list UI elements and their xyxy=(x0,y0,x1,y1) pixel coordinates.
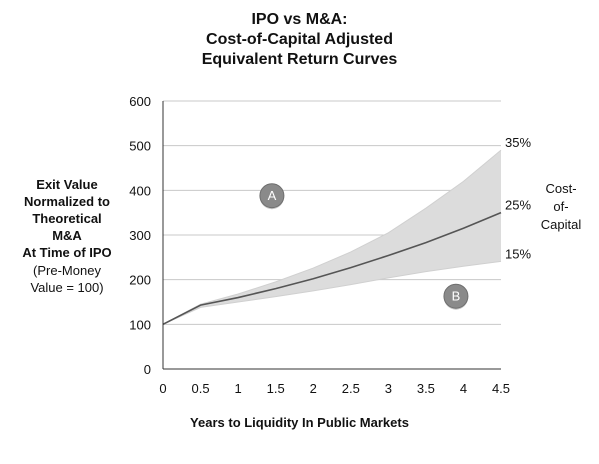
x-tick-label-0.5: 0.5 xyxy=(192,381,210,396)
right-label-line-3: Capital xyxy=(540,217,582,232)
x-tick-label-0: 0 xyxy=(159,381,166,396)
x-tick-label-1: 1 xyxy=(234,381,241,396)
annotation-label-A: A xyxy=(268,188,277,203)
right-label-line-1: Cost- xyxy=(545,181,577,196)
series-line-15% xyxy=(162,260,502,325)
y-axis-label-line-4: M&A xyxy=(52,228,82,243)
series-label-35%: 35% xyxy=(505,135,531,150)
y-tick-label-500: 500 xyxy=(129,139,151,154)
x-tick-label-1.5: 1.5 xyxy=(267,381,285,396)
x-tick-label-2: 2 xyxy=(310,381,317,396)
series-label-25%: 25% xyxy=(505,198,531,213)
y-tick-label-100: 100 xyxy=(129,317,151,332)
y-tick-label-0: 0 xyxy=(144,362,151,377)
y-tick-label-300: 300 xyxy=(129,228,151,243)
chart-title-line-3: Equivalent Return Curves xyxy=(201,51,398,68)
chart-title-line-1: IPO vs M&A: xyxy=(251,11,348,28)
y-axis-label-line-3: Theoretical xyxy=(32,211,102,226)
series-line-35% xyxy=(162,149,502,325)
x-tick-label-2.5: 2.5 xyxy=(342,381,360,396)
right-label-line-2: of- xyxy=(553,199,569,214)
x-tick-label-4.5: 4.5 xyxy=(492,381,510,396)
y-axis-label-line-2: Normalized to xyxy=(24,194,110,209)
y-tick-label-200: 200 xyxy=(129,273,151,288)
y-tick-label-600: 600 xyxy=(129,94,151,109)
series-label-15%: 15% xyxy=(505,246,531,261)
y-tick-label-400: 400 xyxy=(129,183,151,198)
y-axis-label-line-1: Exit Value xyxy=(36,177,98,192)
y-axis-label-line-6: (Pre-Money xyxy=(33,263,101,278)
x-tick-label-3.5: 3.5 xyxy=(417,381,435,396)
annotation-marker-A xyxy=(259,183,285,209)
y-axis-label-line-5: At Time of IPO xyxy=(22,245,112,260)
series-line-25% xyxy=(162,211,502,326)
annotation-marker-B xyxy=(443,283,469,309)
annotation-label-B: B xyxy=(452,289,461,304)
y-axis-label-line-7: Value = 100) xyxy=(30,280,104,295)
chart-title-line-2: Cost-of-Capital Adjusted xyxy=(206,31,393,48)
x-tick-label-4: 4 xyxy=(460,381,467,396)
x-axis-label: Years to Liquidity In Public Markets xyxy=(190,415,409,430)
x-tick-label-3: 3 xyxy=(385,381,392,396)
